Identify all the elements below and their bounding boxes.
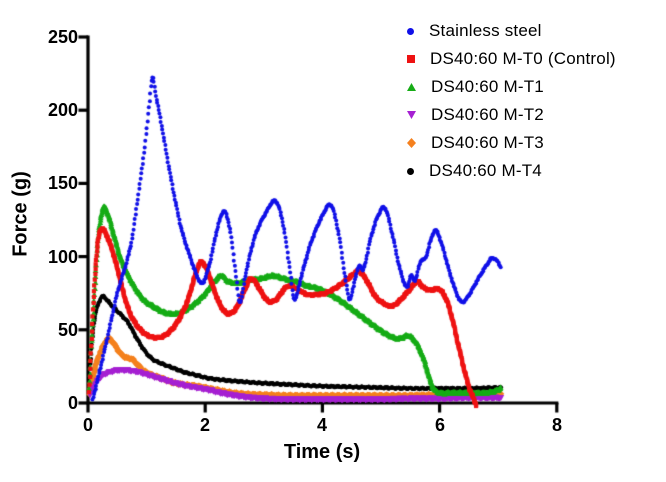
legend-item: DS40:60 M-T2: [407, 101, 616, 129]
legend-label: DS40:60 M-T1: [431, 77, 544, 96]
legend-label: DS40:60 M-T3: [431, 133, 544, 152]
legend-label: DS40:60 M-T4: [429, 161, 542, 180]
x-tick-label: 2: [199, 415, 211, 435]
ds40-60-m-t0-marker-icon: [407, 55, 415, 63]
legend-label: DS40:60 M-T2: [431, 105, 544, 124]
ds40-60-m-t3-marker-icon: [407, 138, 416, 148]
legend-item: Stainless steel: [407, 17, 616, 45]
y-axis-label: Force (g): [9, 171, 32, 257]
x-tick-label: 8: [551, 415, 563, 435]
x-tick-label: 0: [82, 415, 94, 435]
y-tick-label: 200: [47, 100, 78, 120]
y-tick-label: 100: [47, 247, 78, 267]
legend-item: DS40:60 M-T0 (Control): [407, 45, 616, 73]
y-tick-label: 0: [67, 393, 78, 413]
legend-item: DS40:60 M-T3: [407, 129, 616, 157]
y-tick-label: 50: [57, 320, 78, 340]
ds40-60-m-t2-marker-icon: [407, 111, 416, 119]
legend: Stainless steel DS40:60 M-T0 (Control) D…: [407, 17, 616, 185]
legend-item: DS40:60 M-T4: [407, 157, 616, 185]
y-tick-label: 150: [47, 173, 78, 193]
legend-item: DS40:60 M-T1: [407, 73, 616, 101]
y-tick-label: 250: [47, 27, 78, 47]
ds40-60-m-t4-marker-icon: [407, 167, 414, 175]
x-tick-label: 4: [316, 415, 328, 435]
x-axis-label: Time (s): [283, 441, 361, 463]
x-tick-label: 6: [434, 415, 446, 435]
stainless-steel-marker-icon: [407, 27, 414, 35]
legend-label: DS40:60 M-T0 (Control): [430, 49, 616, 68]
legend-label: Stainless steel: [429, 21, 542, 40]
ds40-60-m-t1-marker-icon: [407, 83, 416, 91]
